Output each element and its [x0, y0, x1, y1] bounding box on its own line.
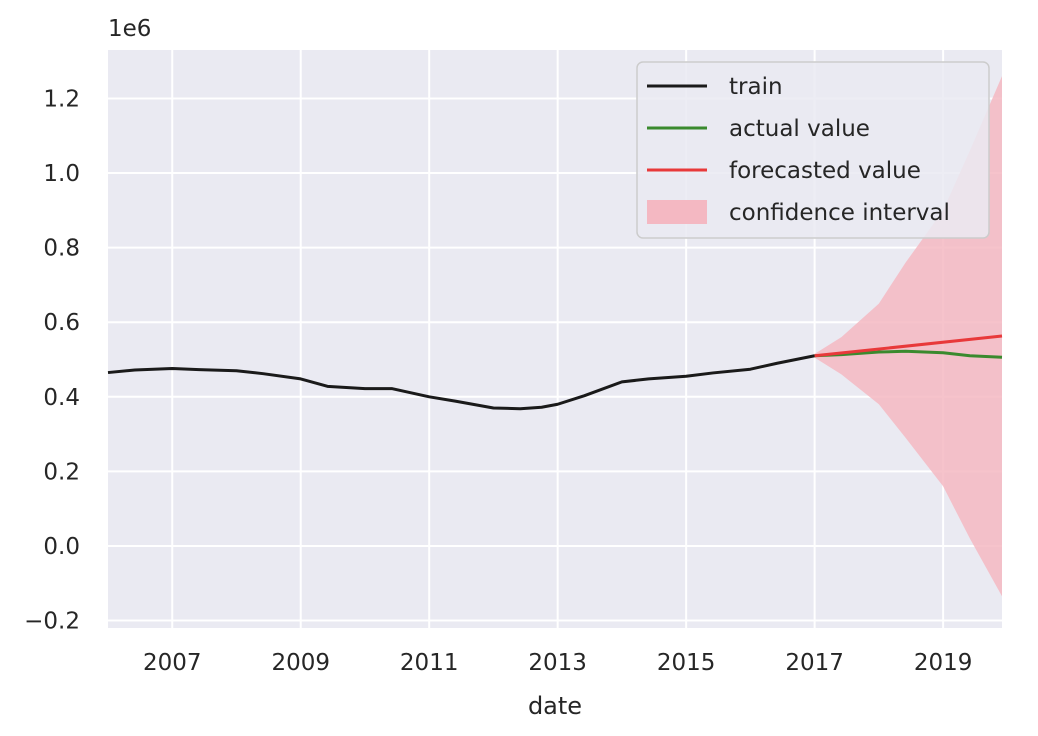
legend-label: forecasted value: [729, 158, 921, 184]
legend: train actual value forecasted value confide…: [636, 61, 990, 239]
actual-value-line: [814, 349, 1003, 359]
y-tick-label: −0.2: [24, 609, 80, 635]
legend-swatch: [647, 200, 707, 224]
x-axis-label: date: [528, 692, 582, 720]
y-axis-offset-label: 1e6: [108, 16, 151, 42]
y-axis-ticks: −0.2 0.0 0.2 0.4 0.6 0.8 1.0 1.2: [24, 86, 80, 634]
series-layer: [107, 334, 1003, 411]
legend-label: actual value: [729, 116, 870, 142]
x-axis-ticks: 2007 2009 2011 2013 2015 2017 2019: [143, 650, 972, 676]
y-tick-label: 0.4: [43, 385, 80, 411]
y-tick-label: 1.2: [43, 86, 80, 112]
legend-box: [636, 61, 990, 239]
train-line: [107, 354, 815, 411]
legend-label: confidence interval: [729, 200, 950, 226]
grid: [108, 50, 1002, 628]
x-tick-label: 2009: [271, 650, 330, 676]
y-tick-label: 0.0: [43, 534, 80, 560]
legend-label: train: [729, 74, 783, 100]
x-tick-label: 2019: [914, 650, 973, 676]
forecasted-value-line: [814, 334, 1003, 358]
x-tick-label: 2015: [657, 650, 716, 676]
y-tick-label: 0.6: [43, 310, 80, 336]
x-tick-label: 2011: [400, 650, 459, 676]
x-tick-label: 2013: [528, 650, 587, 676]
y-tick-label: 1.0: [43, 161, 80, 187]
y-tick-label: 0.2: [43, 459, 80, 485]
y-tick-label: 0.8: [43, 236, 80, 262]
x-tick-label: 2017: [785, 650, 844, 676]
x-tick-label: 2007: [143, 650, 202, 676]
